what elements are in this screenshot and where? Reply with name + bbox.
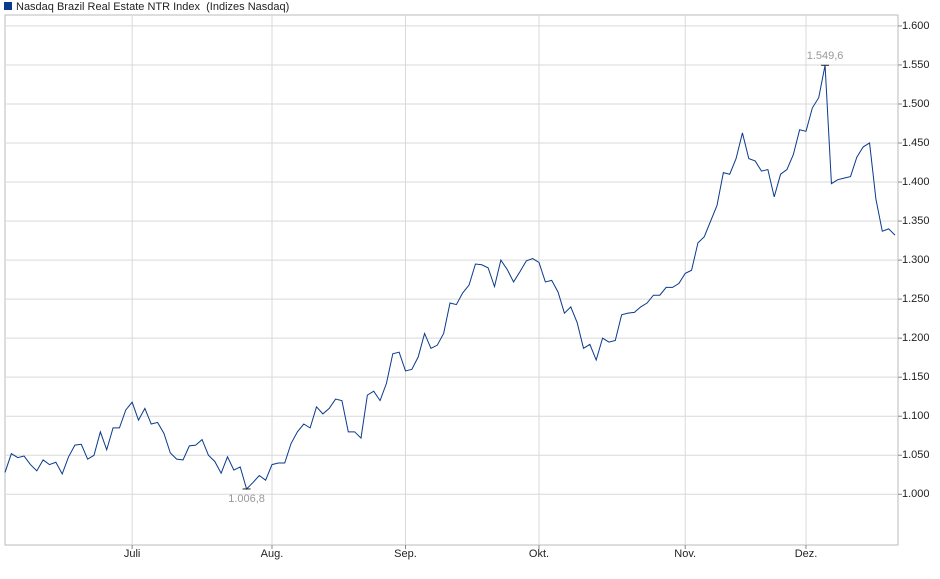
y-tick-label: 1.250 [902, 293, 930, 305]
x-tick-label: Juli [124, 548, 141, 560]
y-tick-label: 1.000 [902, 488, 930, 500]
y-tick-label: 1.400 [902, 176, 930, 188]
legend-swatch [4, 2, 12, 10]
x-tick-label: Okt. [529, 548, 549, 560]
value-label: 1.549,6 [807, 50, 844, 62]
x-tick-label: Nov. [674, 548, 696, 560]
x-tick-label: Aug. [261, 548, 284, 560]
y-tick-label: 1.350 [902, 215, 930, 227]
x-tick-label: Dez. [795, 548, 818, 560]
y-tick-label: 1.600 [902, 20, 930, 32]
value-label: 1.006,8 [228, 493, 265, 505]
y-tick-label: 1.200 [902, 332, 930, 344]
y-tick-label: 1.100 [902, 410, 930, 422]
y-tick-label: 1.050 [902, 449, 930, 461]
y-tick-label: 1.150 [902, 371, 930, 383]
y-tick-label: 1.300 [902, 254, 930, 266]
y-tick-label: 1.500 [902, 98, 930, 110]
y-tick-label: 1.550 [902, 59, 930, 71]
legend-label: Nasdaq Brazil Real Estate NTR Index (Ind… [16, 1, 289, 13]
y-tick-label: 1.450 [902, 137, 930, 149]
price-line [4, 65, 896, 490]
x-tick-label: Sep. [394, 548, 417, 560]
plot-frame [4, 14, 899, 546]
